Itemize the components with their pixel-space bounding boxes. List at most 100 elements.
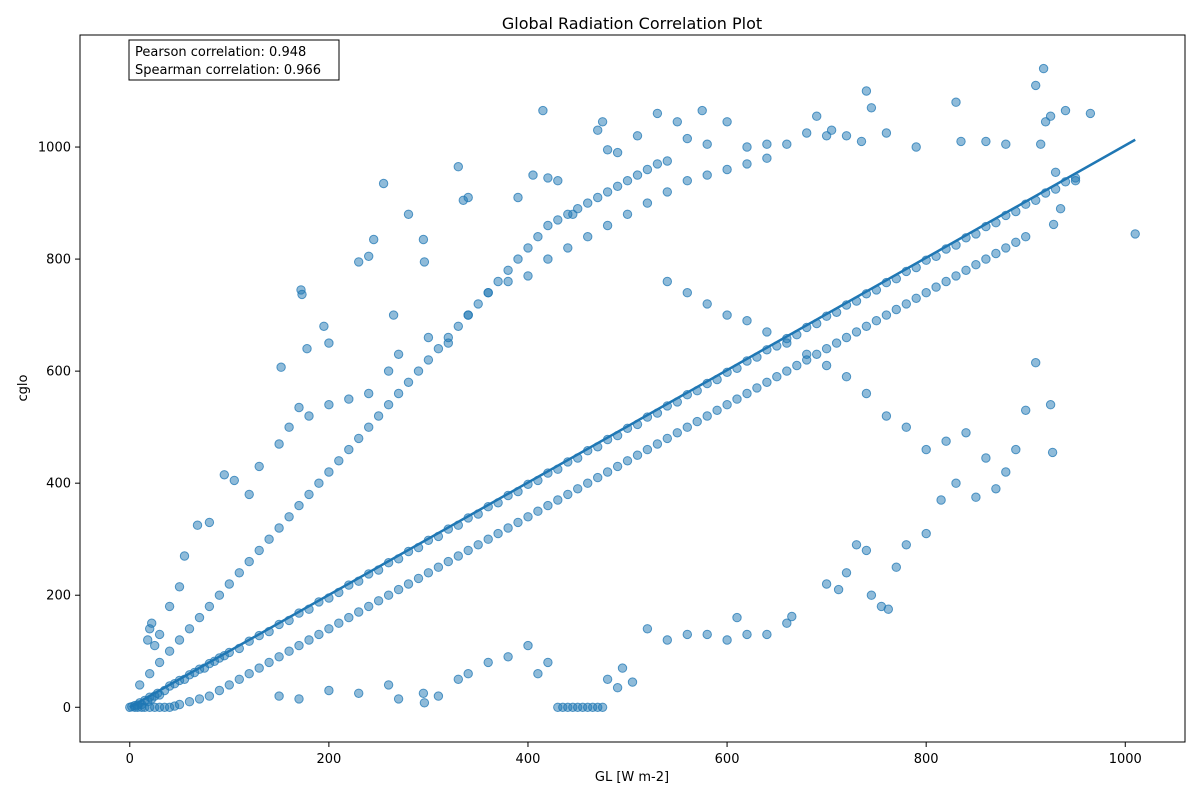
- y-tick-label: 600: [46, 365, 71, 380]
- data-point: [1048, 219, 1059, 230]
- data-point: [229, 475, 240, 486]
- data-point: [866, 590, 877, 600]
- data-point: [682, 629, 692, 640]
- data-point: [563, 489, 573, 500]
- data-point: [881, 310, 892, 320]
- data-point: [234, 674, 245, 684]
- data-point: [1038, 63, 1049, 74]
- data-point: [453, 551, 463, 561]
- data-point: [319, 321, 329, 331]
- data-point: [463, 192, 473, 203]
- data-point: [164, 601, 175, 612]
- data-point: [841, 372, 852, 382]
- data-point: [991, 248, 1001, 259]
- data-point: [881, 128, 892, 138]
- data-point: [354, 257, 364, 267]
- data-point: [1047, 447, 1058, 458]
- data-point: [742, 159, 752, 169]
- data-point: [981, 453, 991, 463]
- data-point: [652, 159, 663, 169]
- fit-line-layer: [129, 138, 1136, 709]
- data-point: [702, 170, 712, 180]
- data-point: [403, 209, 414, 220]
- data-point: [1045, 111, 1056, 121]
- data-point: [523, 640, 533, 651]
- data-point: [622, 176, 633, 186]
- data-point: [762, 139, 772, 149]
- data-point: [463, 310, 473, 320]
- data-point: [682, 133, 692, 144]
- data-point: [931, 282, 941, 292]
- data-point: [583, 478, 593, 488]
- data-point: [192, 520, 203, 530]
- data-point: [463, 545, 473, 556]
- data-point: [861, 321, 872, 331]
- y-tick-label: 1000: [38, 141, 71, 156]
- data-point: [473, 540, 483, 550]
- data-point: [383, 366, 394, 376]
- data-point: [632, 131, 643, 141]
- x-tick-label: 1000: [1109, 752, 1142, 767]
- fit-line: [129, 138, 1136, 709]
- data-point: [219, 470, 230, 480]
- data-point: [831, 338, 842, 348]
- data-point: [961, 265, 971, 275]
- data-point: [662, 156, 672, 166]
- data-point: [294, 640, 304, 651]
- data-point: [833, 584, 844, 595]
- data-point: [921, 444, 931, 455]
- data-point: [597, 117, 608, 127]
- data-point: [722, 635, 732, 645]
- data-point: [642, 624, 653, 634]
- data-point: [154, 629, 165, 640]
- data-point: [901, 299, 911, 309]
- data-point: [583, 198, 593, 208]
- data-point: [772, 372, 782, 382]
- data-point: [334, 618, 344, 628]
- data-point: [324, 467, 334, 477]
- data-point: [901, 540, 911, 550]
- data-point: [274, 691, 284, 701]
- data-point: [712, 405, 722, 415]
- annotation-box: [128, 39, 340, 81]
- data-point: [742, 629, 752, 640]
- data-point: [672, 428, 682, 438]
- data-point: [224, 680, 235, 690]
- x-tick-label: 400: [516, 752, 541, 767]
- data-point: [593, 192, 603, 203]
- data-point: [883, 604, 893, 614]
- data-point: [543, 173, 553, 183]
- data-point: [632, 170, 643, 180]
- data-point: [164, 646, 175, 656]
- data-point: [627, 677, 638, 687]
- data-point: [851, 327, 862, 337]
- data-point: [334, 456, 344, 466]
- data-point: [294, 402, 304, 413]
- data-point: [419, 698, 430, 708]
- data-point: [533, 506, 543, 516]
- data-point: [383, 400, 394, 410]
- data-point: [274, 439, 284, 449]
- data-point: [722, 310, 732, 320]
- data-point: [393, 388, 404, 399]
- data-point: [344, 394, 354, 404]
- data-point: [573, 204, 583, 214]
- data-point: [722, 117, 732, 127]
- data-point: [682, 422, 692, 432]
- data-point: [443, 556, 453, 567]
- data-point: [473, 299, 483, 309]
- y-tick-label: 800: [46, 253, 71, 268]
- data-point: [821, 344, 832, 354]
- data-point: [423, 355, 434, 365]
- data-point: [732, 612, 742, 623]
- data-point: [423, 568, 434, 578]
- data-point: [911, 293, 921, 303]
- data-point: [1001, 243, 1011, 253]
- data-point: [1031, 80, 1041, 91]
- data-point: [891, 304, 901, 315]
- data-point: [782, 338, 792, 348]
- data-point: [752, 383, 762, 393]
- data-point: [354, 433, 364, 444]
- data-point: [951, 271, 961, 281]
- data-point: [597, 702, 608, 712]
